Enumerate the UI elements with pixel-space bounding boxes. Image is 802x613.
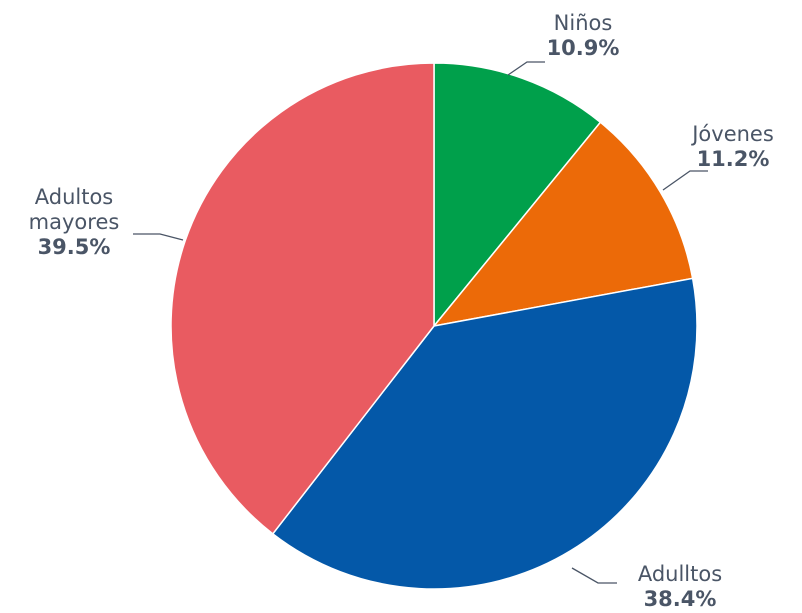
pie-slice-2 <box>271 277 698 590</box>
leader-line-2 <box>571 567 617 584</box>
slice-label-2: Adulltos 38.4% <box>638 562 722 611</box>
slice-value-0: 10.9% <box>547 36 620 60</box>
slice-value-3: 39.5% <box>38 235 111 259</box>
leader-line-1 <box>662 170 708 191</box>
slice-value-1: 11.2% <box>697 147 770 171</box>
slice-name-0-0: Niños <box>554 11 613 35</box>
slice-label-0: Niños 10.9% <box>547 11 620 60</box>
slice-name-3-0: Adultos <box>35 185 114 209</box>
slice-name-1-0: Jóvenes <box>690 122 774 146</box>
slice-name-3-1: mayores <box>29 210 120 234</box>
pie-slice-1 <box>432 121 694 328</box>
leader-line-0 <box>507 61 545 76</box>
pie-slice-3 <box>170 62 435 535</box>
slice-label-1: Jóvenes 11.2% <box>690 122 774 171</box>
pie-slice-0 <box>433 62 602 329</box>
leader-line-3 <box>133 233 184 241</box>
slice-value-2: 38.4% <box>644 587 717 611</box>
slice-name-2-0: Adulltos <box>638 562 722 586</box>
slice-label-3: Adultos mayores 39.5% <box>29 185 120 259</box>
